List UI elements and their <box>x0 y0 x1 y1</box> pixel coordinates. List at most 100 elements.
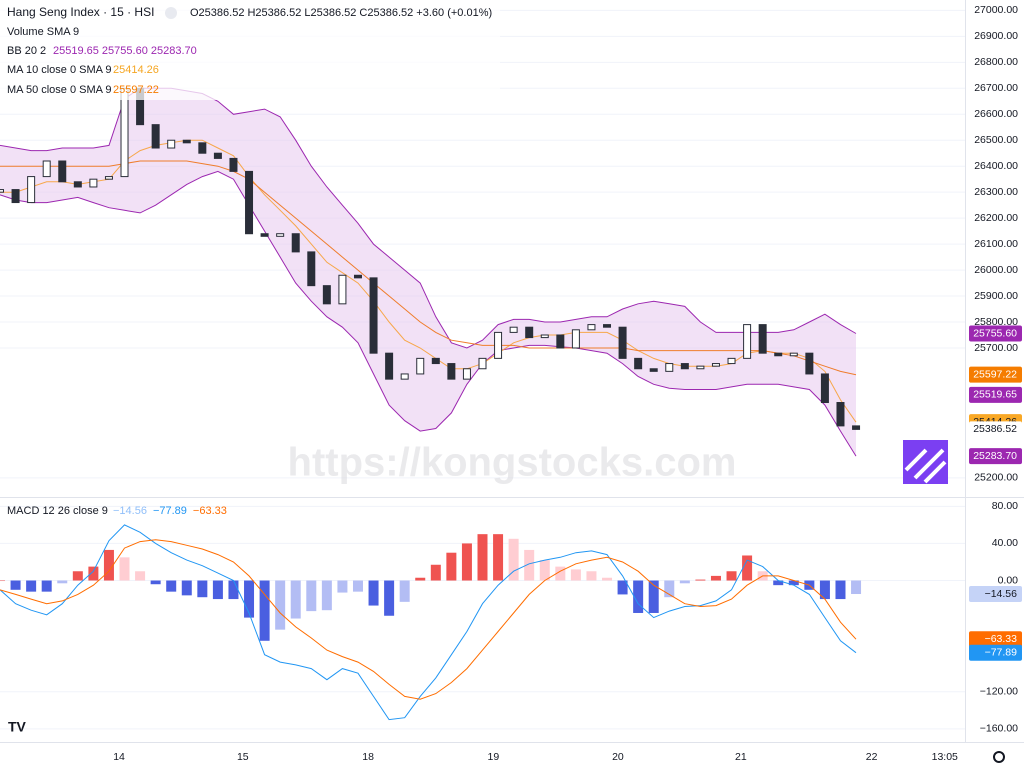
price-badge <box>969 586 1022 603</box>
histogram-bar <box>228 580 239 600</box>
candle <box>353 274 362 279</box>
price-badge-label: 25519.65 <box>973 389 1017 401</box>
indicator-name[interactable]: BB 20 2 <box>7 45 46 57</box>
candle <box>447 363 456 380</box>
histogram-bar <box>710 575 721 581</box>
price-badge <box>969 325 1022 342</box>
histogram-bar <box>259 580 270 641</box>
price-badge <box>969 386 1022 403</box>
y-tick-label: 26400.00 <box>974 160 1018 172</box>
histogram-bar <box>773 580 784 586</box>
candle <box>11 189 20 204</box>
indicator-values: 25414.26 <box>113 64 159 76</box>
histogram-bar <box>399 580 410 602</box>
svg-text:TV: TV <box>8 719 27 735</box>
histogram-bar <box>244 580 255 618</box>
histogram-bar <box>212 580 223 600</box>
histogram-bar <box>617 580 628 595</box>
candle <box>758 324 767 354</box>
histogram-bar <box>321 580 332 611</box>
histogram-bar <box>695 579 706 581</box>
candle <box>789 352 798 357</box>
indicator-name[interactable]: Volume SMA 9 <box>7 26 79 38</box>
x-tick-label: 15 <box>237 751 249 763</box>
histogram-bar <box>352 580 363 592</box>
band-line <box>0 170 857 457</box>
candle <box>509 326 518 333</box>
y-tick-label: 26000.00 <box>974 264 1018 276</box>
histogram-bar <box>181 580 192 596</box>
histogram-bar <box>337 580 348 593</box>
candle <box>213 152 222 159</box>
candle <box>836 402 845 427</box>
y-tick-label: 26300.00 <box>974 186 1018 198</box>
price-badge-label: 25597.22 <box>973 368 1017 380</box>
y-tick-label: 26600.00 <box>974 108 1018 120</box>
tv-badge[interactable]: TV <box>8 719 27 735</box>
y-tick-label: 27000.00 <box>974 4 1018 16</box>
y-tick-label: 26800.00 <box>974 56 1018 68</box>
histogram-bar <box>586 571 597 581</box>
histogram-bar <box>679 580 690 584</box>
candle <box>58 160 67 183</box>
candle <box>400 373 409 380</box>
candle <box>245 170 254 235</box>
histogram-bar <box>726 571 737 581</box>
price-badge-label: −63.33 <box>985 633 1018 645</box>
histogram-bar <box>461 543 472 581</box>
indicator-name[interactable]: MA 50 close 0 SMA 9 <box>7 84 112 96</box>
histogram-bar <box>88 566 99 581</box>
y-tick-label: 0.00 <box>998 574 1019 586</box>
candle <box>322 285 331 305</box>
candle <box>618 326 627 359</box>
candle <box>27 176 36 204</box>
candle <box>276 233 285 237</box>
price-badge-label: 25755.60 <box>973 327 1017 339</box>
histogram-bar <box>415 577 426 581</box>
y-tick-label: 25900.00 <box>974 290 1018 302</box>
y-tick-label: 80.00 <box>992 500 1018 512</box>
y-tick-label: −120.00 <box>980 686 1018 698</box>
indicator-values: 25519.65 25755.60 25283.70 <box>53 45 197 57</box>
histogram-bar <box>384 580 395 616</box>
candle <box>852 425 861 430</box>
indicator-value: −14.56 <box>113 505 147 517</box>
candle <box>680 363 689 370</box>
ohlc: O25386.52 H25386.52 L25386.52 C25386.52 … <box>190 7 492 19</box>
tv-logo <box>903 440 948 484</box>
candle <box>540 334 549 339</box>
candle <box>42 160 51 178</box>
histogram-bar <box>477 534 488 581</box>
candle <box>634 357 643 370</box>
histogram-bar <box>493 534 504 581</box>
candle <box>743 324 752 359</box>
price-badge-label: −14.56 <box>985 588 1018 600</box>
eye-toggle[interactable] <box>165 7 177 19</box>
indicator-name[interactable]: MACD 12 26 close 9 <box>7 505 108 517</box>
candle <box>805 352 814 375</box>
y-tick-label: 26900.00 <box>974 30 1018 42</box>
histogram-bar <box>10 580 21 590</box>
indicator-value: −77.89 <box>153 505 187 517</box>
settings-icon[interactable] <box>993 751 1005 763</box>
candle <box>587 324 596 331</box>
candle <box>104 176 113 180</box>
histogram-bar <box>57 580 68 584</box>
x-tick-label: 18 <box>362 751 374 763</box>
candle <box>89 178 98 188</box>
indicator-name[interactable]: MA 10 close 0 SMA 9 <box>7 64 112 76</box>
candle <box>727 357 736 365</box>
y-tick-label: 25200.00 <box>974 472 1018 484</box>
histogram-bar <box>555 566 566 581</box>
histogram-bar <box>430 564 441 581</box>
candle <box>307 251 316 287</box>
candle <box>73 181 82 188</box>
candle <box>431 357 440 365</box>
histogram-bar <box>72 571 83 581</box>
price-badge <box>969 644 1022 661</box>
candle <box>696 365 705 370</box>
candle <box>649 368 658 372</box>
histogram-bar <box>275 580 286 630</box>
histogram-bar <box>819 580 830 600</box>
